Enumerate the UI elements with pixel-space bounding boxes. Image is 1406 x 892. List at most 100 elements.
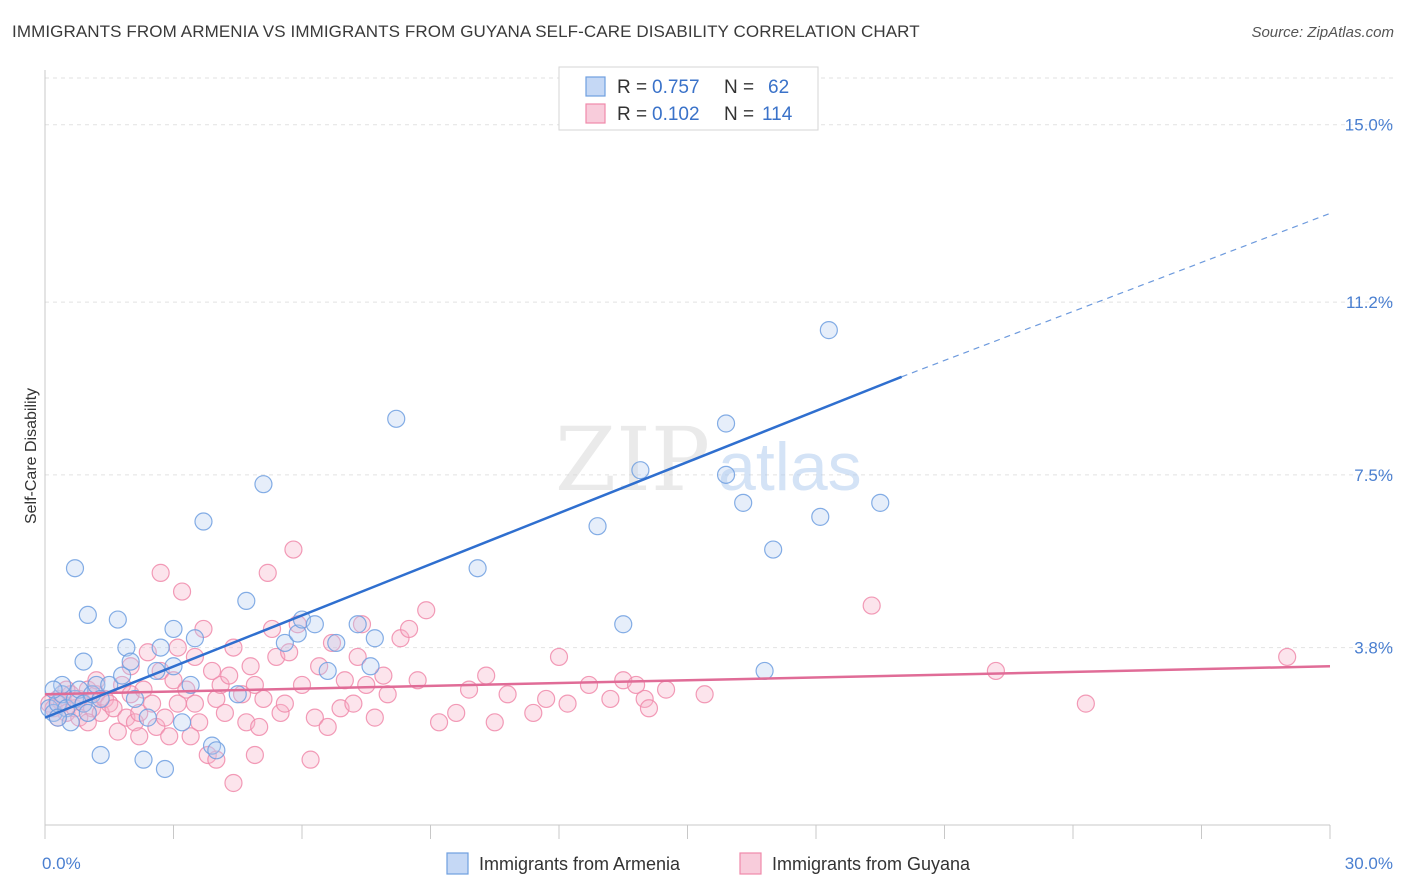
guyana-point [601, 689, 620, 709]
guyana-series-swatch [739, 852, 762, 875]
guyana-point [70, 708, 89, 727]
guyana-point [862, 596, 881, 615]
guyana-point [1076, 694, 1095, 713]
y-axis-label: Self-Care Disability [23, 388, 40, 524]
guyana-point [284, 540, 303, 559]
guyana-point [558, 694, 577, 713]
armenia-point [185, 629, 205, 648]
guyana-point [639, 699, 659, 718]
guyana-point [104, 699, 123, 718]
guyana-point [305, 708, 324, 727]
guyana-points [40, 540, 1297, 793]
guyana-point [365, 708, 384, 727]
guyana-point [280, 643, 299, 662]
armenia-trend-line [44, 375, 903, 719]
armenia-point [164, 619, 183, 639]
guyana-point [224, 773, 243, 793]
guyana-point [258, 563, 277, 582]
armenia-point [78, 703, 97, 723]
guyana-point [344, 694, 363, 713]
guyana-point [275, 694, 294, 713]
stats-legend: R = 0.757 N = 62 R = 0.102 N = 114 [558, 66, 819, 131]
armenia-point [194, 512, 213, 531]
guyana-point [241, 657, 260, 676]
armenia-point [112, 666, 132, 685]
armenia-point [387, 409, 406, 428]
guyana-point [151, 563, 170, 582]
guyana-point [635, 689, 654, 709]
guyana-point [477, 666, 496, 685]
armenia-point [172, 713, 192, 732]
armenia-point [764, 540, 783, 559]
armenia-point [755, 661, 774, 681]
armenia-point [819, 321, 838, 340]
guyana-point [215, 703, 234, 723]
armenia-r-label: R = [617, 77, 647, 98]
guyana-point [1278, 647, 1297, 667]
armenia-point [108, 610, 127, 629]
guyana-point [160, 727, 179, 746]
armenia-point [65, 559, 85, 578]
guyana-point [352, 615, 372, 634]
watermark-zip: ZIP [555, 408, 710, 511]
guyana-r-label: R = [617, 104, 647, 125]
guyana-point [301, 750, 320, 769]
guyana-point [310, 657, 329, 676]
armenia-point [811, 507, 830, 526]
guyana-n-value: 114 [762, 104, 793, 125]
y-tick-label: 3.8% [1354, 639, 1393, 658]
guyana-point [245, 745, 264, 765]
armenia-legend-swatch [585, 76, 606, 97]
y-tick-labels: 3.8% 7.5% 11.2% 15.0% [1345, 116, 1393, 658]
guyana-n-label: N = [724, 104, 754, 125]
armenia-point [318, 661, 337, 681]
guyana-point [986, 661, 1006, 681]
guyana-point [626, 675, 646, 695]
armenia-trend-extension [901, 212, 1331, 378]
guyana-point [250, 717, 269, 737]
armenia-point [237, 591, 256, 611]
guyana-point [417, 601, 436, 620]
guyana-point [185, 694, 205, 713]
armenia-point [121, 652, 140, 671]
chart-title: IMMIGRANTS FROM ARMENIA VS IMMIGRANTS FR… [12, 22, 920, 41]
armenia-point [716, 414, 736, 433]
guyana-point [108, 722, 127, 741]
x-tick-label-min: 0.0% [42, 854, 81, 873]
armenia-point [588, 517, 607, 536]
guyana-point [549, 647, 569, 667]
guyana-point [164, 671, 183, 690]
guyana-point [322, 633, 342, 653]
armenia-n-label: N = [724, 77, 754, 98]
armenia-point [151, 638, 170, 657]
armenia-point [327, 633, 346, 653]
guyana-point [207, 750, 226, 769]
armenia-point [614, 615, 633, 634]
armenia-point [254, 475, 273, 494]
guyana-point [292, 675, 312, 695]
guyana-point [220, 666, 239, 685]
axes [44, 70, 1331, 839]
armenia-point [871, 493, 890, 512]
trend-lines [44, 212, 1331, 719]
armenia-point [181, 675, 200, 695]
guyana-point [374, 666, 393, 685]
guyana-point [695, 685, 714, 704]
y-tick-label: 7.5% [1354, 466, 1393, 485]
armenia-point [155, 759, 175, 779]
armenia-point [734, 493, 753, 512]
guyana-legend-swatch [585, 103, 606, 124]
grid-lines [45, 77, 1395, 649]
guyana-point [254, 689, 273, 709]
guyana-point [335, 671, 354, 690]
armenia-point [138, 708, 157, 727]
armenia-point [716, 465, 736, 484]
armenia-point [348, 615, 367, 634]
source-label: Source: ZipAtlas.com [1251, 24, 1394, 41]
guyana-point [172, 582, 192, 601]
armenia-point [275, 633, 294, 653]
guyana-point [181, 727, 200, 746]
armenia-point [207, 741, 226, 760]
guyana-point [399, 619, 419, 639]
armenia-point [288, 624, 307, 643]
